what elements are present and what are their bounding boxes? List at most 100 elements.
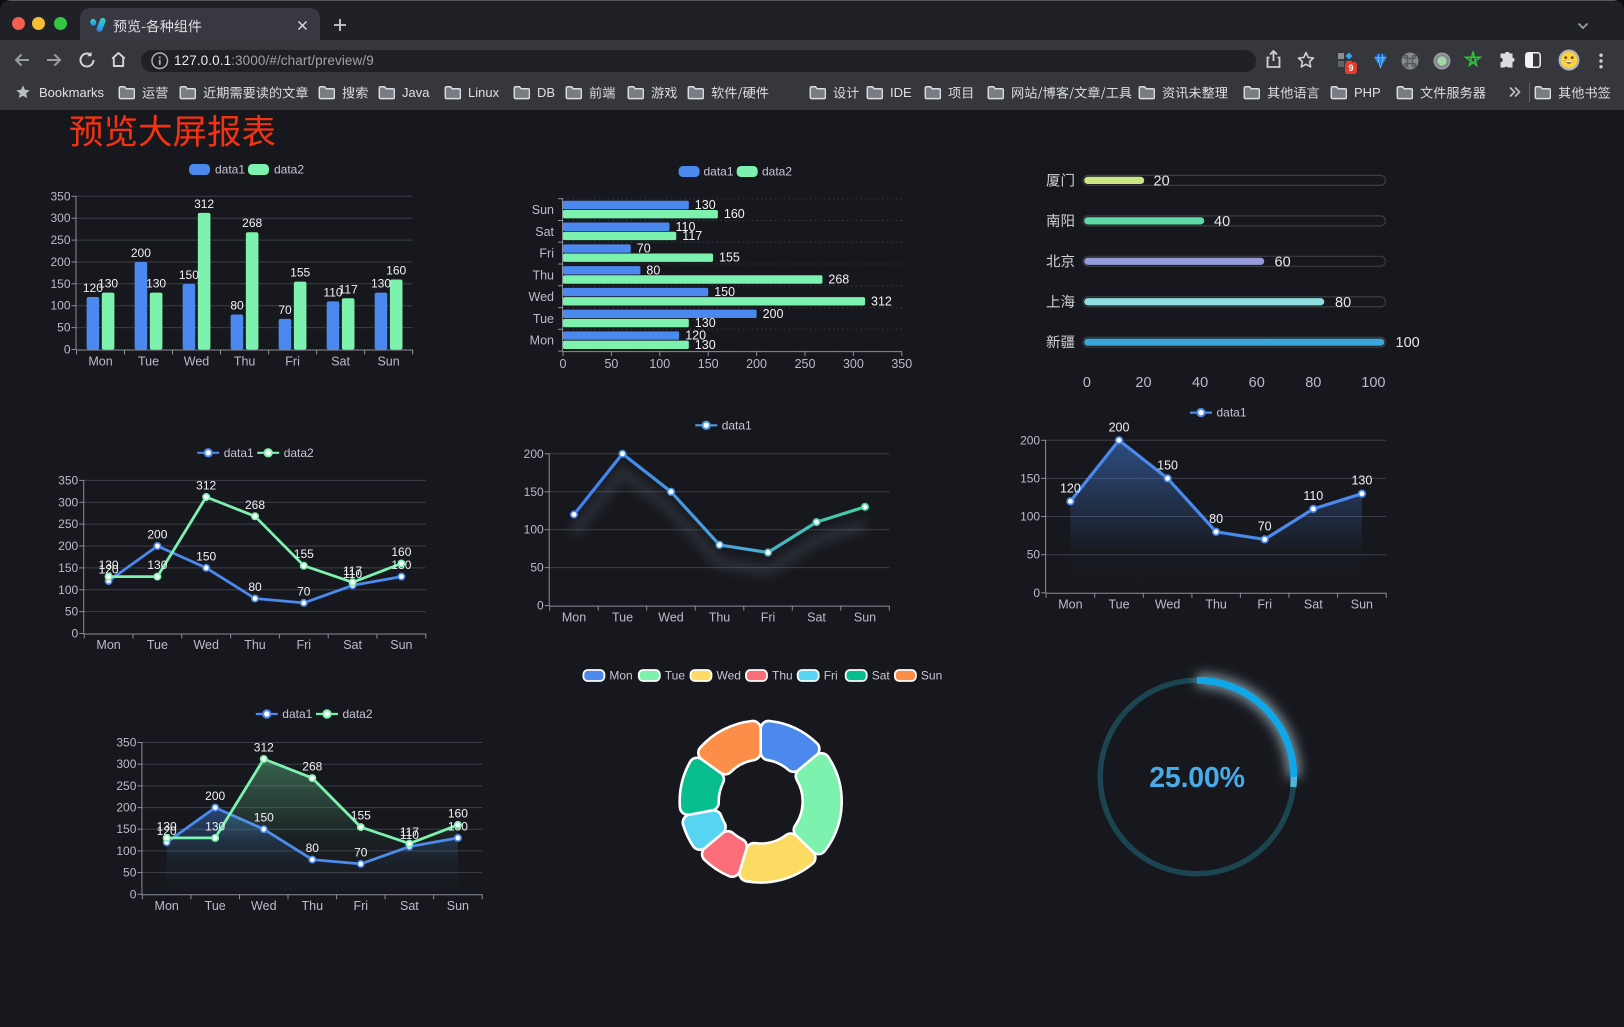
svg-text:60: 60 [1275,254,1291,270]
svg-text:80: 80 [248,580,262,594]
svg-text:Sun: Sun [532,203,554,217]
svg-text:120: 120 [1060,481,1081,495]
svg-text:data1: data1 [224,446,254,460]
svg-text:Mon: Mon [562,611,586,625]
svg-text:150: 150 [179,268,199,282]
svg-text:160: 160 [448,806,468,820]
svg-text:100: 100 [649,357,670,371]
svg-text:70: 70 [297,584,311,598]
svg-text:300: 300 [50,211,70,225]
svg-text:Tue: Tue [205,899,226,913]
svg-text:130: 130 [1351,474,1372,488]
svg-text:data1: data1 [704,165,734,179]
svg-text:160: 160 [386,264,406,278]
svg-text:data1: data1 [282,707,312,721]
svg-text:Thu: Thu [709,611,731,625]
svg-text:Wed: Wed [1155,598,1181,612]
svg-text:120: 120 [157,824,177,838]
svg-text:117: 117 [400,825,419,839]
svg-text:40: 40 [1214,214,1230,230]
svg-text:80: 80 [1335,295,1351,311]
svg-text:312: 312 [871,294,892,308]
svg-text:Sat: Sat [343,638,362,652]
svg-text:Sun: Sun [377,355,399,369]
svg-text:200: 200 [50,255,70,269]
svg-text:268: 268 [828,273,849,287]
svg-text:20: 20 [1154,173,1170,189]
svg-text:312: 312 [254,741,274,755]
svg-text:Thu: Thu [772,669,793,683]
svg-text:130: 130 [695,338,716,352]
svg-text:268: 268 [242,216,262,230]
svg-text:155: 155 [290,266,310,280]
svg-text:300: 300 [116,757,136,771]
svg-text:150: 150 [1020,471,1040,485]
svg-text:data1: data1 [722,418,752,432]
svg-text:268: 268 [245,498,265,512]
svg-text:100: 100 [50,299,70,313]
svg-text:Sat: Sat [400,899,419,913]
svg-text:80: 80 [230,299,244,313]
svg-text:80: 80 [1209,512,1223,526]
svg-text:Fri: Fri [539,247,554,261]
svg-text:100: 100 [58,583,78,597]
svg-text:117: 117 [682,229,702,243]
svg-text:data2: data2 [274,163,304,177]
svg-text:130: 130 [146,277,166,291]
svg-text:Sun: Sun [447,899,469,913]
svg-text:110: 110 [676,220,696,234]
svg-text:130: 130 [695,198,716,212]
svg-text:data1: data1 [215,163,245,177]
svg-text:130: 130 [205,819,225,833]
svg-text:350: 350 [891,357,912,371]
svg-text:Sat: Sat [872,669,891,683]
svg-text:120: 120 [685,329,706,343]
svg-text:160: 160 [724,207,745,221]
svg-text:0: 0 [72,627,79,641]
svg-text:Fri: Fri [1257,598,1272,612]
svg-text:350: 350 [116,736,136,750]
svg-text:110: 110 [343,567,362,581]
svg-text:200: 200 [131,246,151,260]
svg-text:250: 250 [58,517,78,531]
svg-text:117: 117 [343,564,362,578]
svg-text:Sat: Sat [1304,598,1323,612]
svg-text:0: 0 [537,599,544,613]
svg-text:0: 0 [1083,375,1091,391]
svg-text:Thu: Thu [302,899,324,913]
svg-text:350: 350 [58,473,78,487]
svg-text:Thu: Thu [532,268,554,282]
svg-text:155: 155 [719,251,740,265]
svg-text:130: 130 [371,277,391,291]
svg-text:Sat: Sat [331,355,350,369]
svg-text:Tue: Tue [665,669,686,683]
svg-text:Mon: Mon [609,669,632,683]
svg-text:200: 200 [746,357,767,371]
svg-text:120: 120 [99,563,119,577]
svg-text:data2: data2 [762,165,792,179]
svg-text:Fri: Fri [824,669,838,683]
svg-text:150: 150 [254,811,274,825]
svg-text:117: 117 [339,282,358,296]
svg-text:Thu: Thu [1205,598,1227,612]
svg-text:0: 0 [130,887,137,901]
svg-text:Sat: Sat [807,611,826,625]
svg-text:250: 250 [795,357,816,371]
svg-text:Mon: Mon [88,355,112,369]
svg-text:160: 160 [391,545,411,559]
svg-text:130: 130 [695,316,716,330]
svg-text:Wed: Wed [193,638,219,652]
svg-text:Fri: Fri [285,355,300,369]
svg-text:Tue: Tue [612,611,633,625]
svg-text:200: 200 [205,789,225,803]
svg-text:0: 0 [1033,586,1040,600]
svg-text:200: 200 [763,307,784,321]
svg-text:150: 150 [50,277,70,291]
svg-text:Sun: Sun [390,638,412,652]
svg-text:Fri: Fri [297,638,312,652]
svg-text:80: 80 [1305,375,1321,391]
svg-text:Fri: Fri [354,899,369,913]
svg-text:0: 0 [64,343,71,357]
svg-text:150: 150 [524,485,544,499]
svg-text:Tue: Tue [138,355,159,369]
